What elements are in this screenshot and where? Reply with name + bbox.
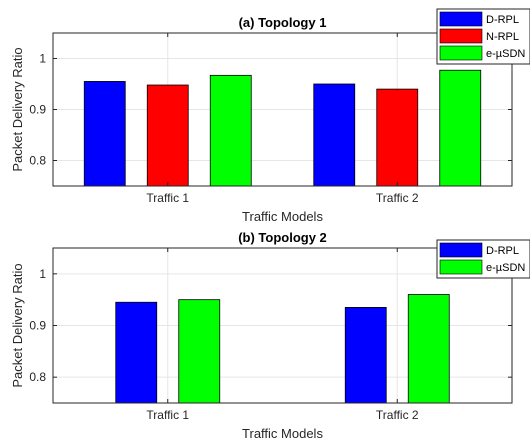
x-tick-label: Traffic 1: [146, 408, 189, 422]
bar-e-sdn-2: [439, 69, 482, 187]
y-axis-label: Packet Delivery Ratio: [10, 263, 25, 387]
bar-n-rpl-1: [146, 84, 189, 187]
y-tick-label: 1: [39, 52, 46, 66]
legend-label: D-RPL: [486, 245, 519, 257]
chart-title: (a) Topology 1: [239, 15, 327, 30]
y-tick-label: 1: [39, 267, 46, 281]
y-tick-label: 0.8: [29, 370, 46, 384]
bar-e-sdn-1: [178, 299, 221, 404]
bar-d-rpl-2: [313, 83, 356, 187]
chart-panel-2: 0.8 0.9 1 Traffic 1 Traffic 2 (b) Topology 2 T…: [10, 230, 530, 441]
legend-swatch: [439, 259, 483, 275]
y-tick-label: 0.9: [29, 319, 46, 333]
legend-swatch: [439, 242, 483, 258]
x-tick-label: Traffic 1: [146, 191, 189, 205]
chart-title: (b) Topology 2: [238, 230, 327, 245]
y-tick-label: 0.9: [29, 103, 46, 117]
x-axis-label: Traffic Models: [242, 426, 323, 441]
bar-d-rpl-1: [115, 301, 158, 404]
legend: D-RPL N-RPL e-µSDN: [436, 8, 530, 65]
chart-panel-1: 0.8 0.9 1 Traffic 1 Traffic 2 (a) Topology 1 T…: [10, 8, 530, 224]
y-tick-label: 0.8: [29, 154, 46, 168]
legend-label: e-µSDN: [486, 262, 525, 274]
legend-swatch: [439, 28, 483, 44]
legend-label: e-µSDN: [486, 48, 525, 60]
legend-swatch: [439, 45, 483, 61]
x-tick-label: Traffic 2: [376, 191, 419, 205]
legend-label: D-RPL: [486, 14, 519, 26]
y-axis-label: Packet Delivery Ratio: [10, 47, 25, 171]
legend: D-RPL e-µSDN: [436, 239, 530, 279]
legend-swatch: [439, 11, 483, 27]
bar-d-rpl-1: [83, 81, 126, 187]
legend-label: N-RPL: [486, 31, 519, 43]
bar-e-sdn-2: [407, 294, 450, 404]
x-axis-label: Traffic Models: [242, 209, 323, 224]
bar-d-rpl-2: [344, 307, 387, 404]
bar-e-sdn-1: [209, 74, 252, 187]
x-tick-label: Traffic 2: [376, 408, 419, 422]
bar-n-rpl-2: [376, 88, 419, 187]
